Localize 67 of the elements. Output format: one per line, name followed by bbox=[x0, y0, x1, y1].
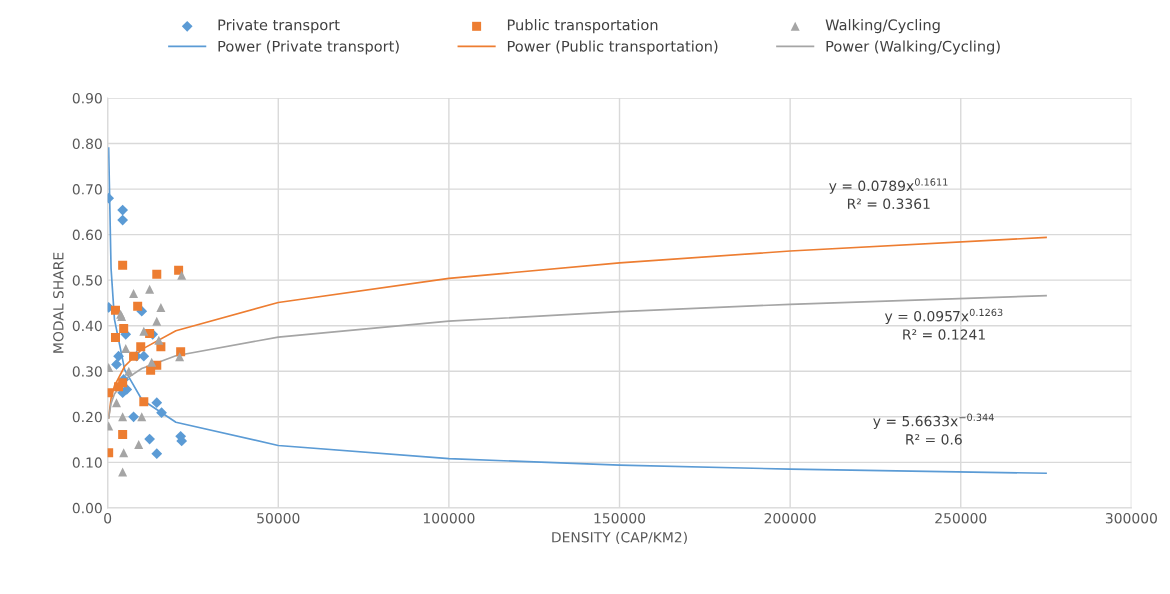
point bbox=[151, 448, 163, 460]
point bbox=[154, 335, 164, 345]
annotation: y = 5.6633x$^{−0.344}$ bbox=[873, 413, 994, 430]
point bbox=[176, 347, 186, 357]
legend-label: Power (Private transport) bbox=[218, 40, 399, 55]
point bbox=[119, 323, 129, 333]
y-tick-label: 0.50 bbox=[72, 275, 102, 286]
point bbox=[134, 440, 144, 450]
point bbox=[146, 365, 156, 375]
line-series bbox=[107, 147, 1047, 475]
point bbox=[118, 430, 128, 440]
point bbox=[156, 407, 167, 419]
x-tick-label: 300000 bbox=[1105, 512, 1157, 524]
point bbox=[177, 270, 187, 280]
point bbox=[118, 260, 128, 270]
point bbox=[133, 301, 143, 311]
y-axis-title: MODAL SHARE bbox=[53, 252, 64, 353]
y-tick-label: 0.90 bbox=[72, 92, 102, 104]
y-tick-label: 0.60 bbox=[72, 229, 102, 241]
point bbox=[111, 359, 122, 370]
x-tick-label: 200000 bbox=[764, 512, 816, 524]
y-tick-label: 0.80 bbox=[72, 138, 102, 150]
x-tick-label: 0 bbox=[104, 512, 112, 524]
annotation: y = 0.0789x$^{0.1611}$ bbox=[829, 178, 948, 194]
y-tick-label: 0.30 bbox=[72, 366, 102, 377]
annotation: y = 0.0957x$^{0.1263}$ bbox=[884, 308, 1003, 325]
y-tick-label: 0.10 bbox=[72, 457, 102, 468]
point bbox=[128, 411, 139, 423]
legend-label: Private transport bbox=[218, 19, 340, 34]
point bbox=[136, 342, 146, 352]
point bbox=[175, 352, 185, 362]
legend-label: Power (Public transportation) bbox=[507, 40, 718, 55]
legend-label: Public transportation bbox=[507, 19, 658, 34]
point bbox=[110, 305, 120, 315]
point bbox=[139, 326, 149, 336]
y-tick-label: 0.40 bbox=[72, 320, 102, 332]
point bbox=[114, 382, 124, 392]
x-axis-title: DENSITY (CAP/KM2) bbox=[552, 531, 687, 545]
point bbox=[121, 343, 131, 353]
legend-label: Power (Walking/Cycling) bbox=[826, 40, 1000, 55]
point bbox=[117, 204, 129, 216]
point bbox=[145, 284, 155, 294]
annotation: R² = 0.6 bbox=[906, 434, 962, 445]
point bbox=[151, 397, 163, 409]
point bbox=[147, 357, 157, 367]
point bbox=[129, 351, 139, 361]
x-tick-label: 150000 bbox=[594, 512, 646, 524]
point bbox=[139, 397, 149, 407]
x-tick-label: 100000 bbox=[423, 512, 475, 524]
point bbox=[129, 288, 139, 298]
y-tick-label: 0.00 bbox=[72, 502, 102, 514]
annotation: R² = 0.3361 bbox=[847, 198, 930, 210]
y-tick-label: 0.70 bbox=[72, 184, 102, 195]
point bbox=[152, 316, 162, 326]
point bbox=[156, 302, 166, 312]
y-tick-label: 0.20 bbox=[72, 411, 102, 423]
point bbox=[124, 366, 134, 376]
point bbox=[113, 350, 124, 362]
point bbox=[144, 433, 155, 445]
point bbox=[112, 398, 122, 408]
point bbox=[117, 214, 129, 226]
x-tick-label: 50000 bbox=[257, 512, 300, 524]
x-tick-label: 250000 bbox=[935, 512, 987, 524]
point bbox=[110, 333, 120, 343]
legend-label: Walking/Cycling bbox=[825, 19, 940, 34]
point bbox=[152, 269, 162, 279]
annotation: R² = 0.1241 bbox=[903, 329, 985, 340]
